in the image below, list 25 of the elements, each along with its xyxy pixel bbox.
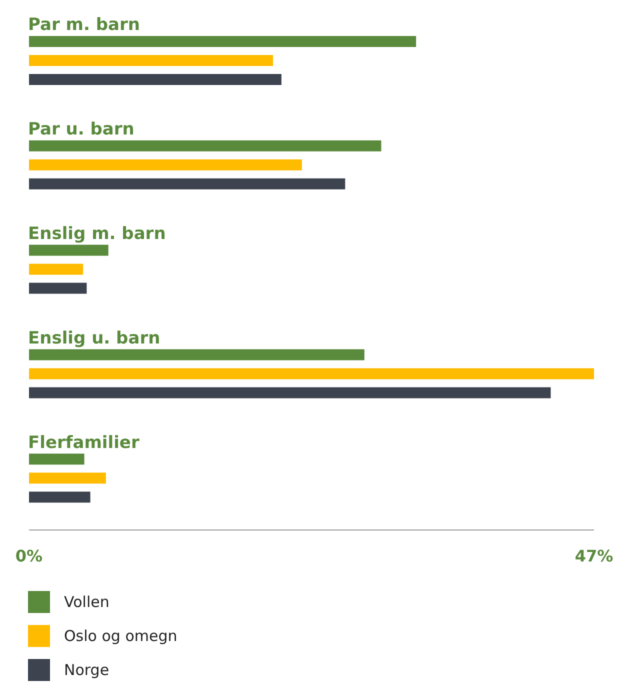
bar <box>29 282 87 294</box>
bar <box>29 140 382 152</box>
bar <box>29 387 551 398</box>
bar <box>29 244 108 256</box>
legend-label: Vollen <box>64 593 110 611</box>
bar <box>29 55 274 66</box>
y-tick-label: Enslig m. barn <box>28 224 166 244</box>
bar <box>29 264 84 275</box>
bar <box>29 349 364 360</box>
bar <box>29 472 106 484</box>
bar <box>29 368 594 380</box>
x-tick-label: 47% <box>574 546 614 566</box>
y-tick-label: Flerfamilier <box>28 432 140 453</box>
bar <box>29 454 84 465</box>
legend-label: Norge <box>64 661 110 679</box>
bar <box>29 36 416 47</box>
x-tick-label: 0% <box>15 546 43 566</box>
bar <box>29 178 346 190</box>
legend-label: Oslo og omegn <box>64 627 178 645</box>
bar <box>29 159 302 170</box>
y-tick-label: Enslig u. barn <box>28 328 160 348</box>
bar <box>29 492 90 503</box>
y-tick-label: Par m. barn <box>28 15 140 36</box>
y-tick-label: Par u. barn <box>28 120 134 140</box>
bar <box>29 74 282 85</box>
